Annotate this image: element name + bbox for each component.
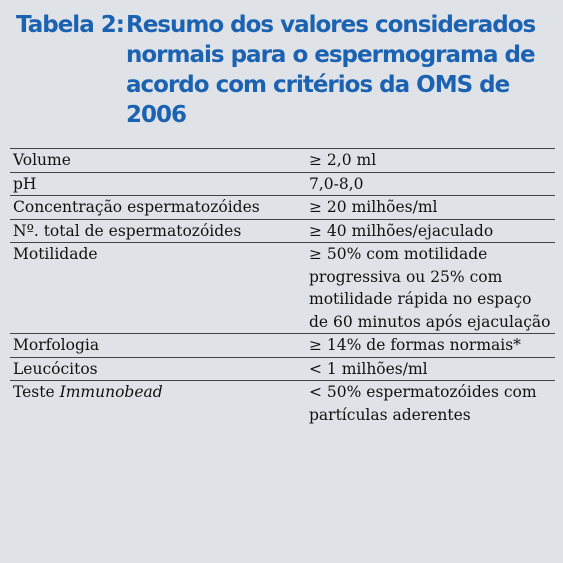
parameter-cell: Nº. total de espermatozóides [10,219,306,243]
table-row: Teste Immunobead < 50% espermatozóides c… [10,381,555,427]
parameter-cell: Teste Immunobead [10,381,306,427]
parameter-cell: Concentração espermatozóides [10,195,306,220]
parameter-plain-text: Teste [13,383,60,401]
table-row: Concentração espermatozóides ≥ 20 milhõe… [10,195,555,220]
parameter-cell: Motilidade [10,242,306,334]
value-cell: ≥ 14% de formas normais* [306,333,555,358]
value-cell: 7,0-8,0 [306,172,555,196]
spermogram-reference-table: Volume ≥ 2,0 ml pH 7,0-8,0 Concentração … [10,148,555,426]
table-row: Morfologia ≥ 14% de formas normais* [10,333,555,358]
table-row: Volume ≥ 2,0 ml [10,148,555,173]
value-cell: ≥ 2,0 ml [306,148,555,173]
table-row: Nº. total de espermatozóides ≥ 40 milhõe… [10,219,555,243]
parameter-cell: Leucócitos [10,357,306,381]
parameter-cell: pH [10,172,306,196]
value-cell: ≥ 40 milhões/ejaculado [306,219,555,243]
caption-title: Resumo dos valores considerados normais … [126,12,536,128]
table-row: Leucócitos < 1 milhões/ml [10,357,555,381]
value-cell: ≥ 50% com motilidade progressiva ou 25% … [306,242,555,334]
table-row: Motilidade ≥ 50% com motilidade progress… [10,242,555,334]
caption-label: Tabela 2: [16,12,125,38]
parameter-cell: Morfologia [10,333,306,358]
parameter-italic-text: Immunobead [59,383,163,401]
parameter-cell: Volume [10,148,306,173]
value-cell: < 1 milhões/ml [306,357,555,381]
value-cell: < 50% espermatozóides com partículas ade… [309,383,537,424]
table-row: pH 7,0-8,0 [10,172,555,196]
value-cell: ≥ 20 milhões/ml [306,195,555,220]
